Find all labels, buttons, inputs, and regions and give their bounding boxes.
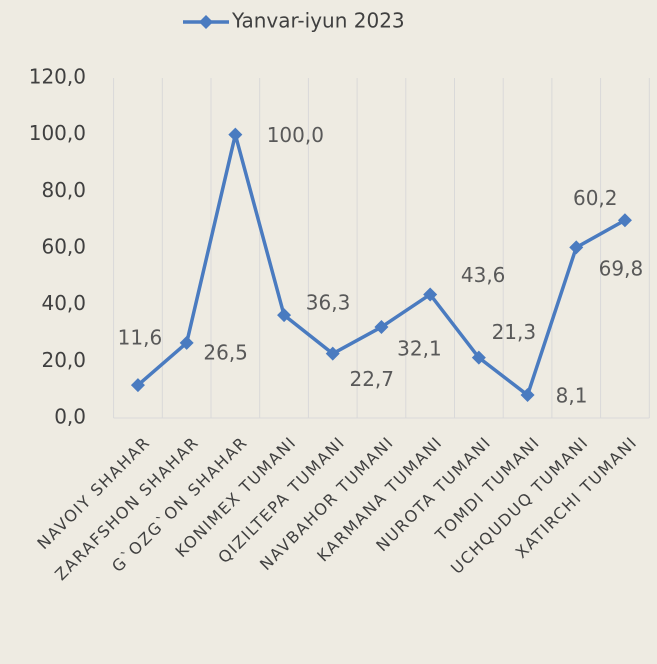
marker: [179, 335, 194, 350]
data-label: 100,0: [267, 123, 324, 147]
y-tick-label: 120,0: [29, 65, 86, 89]
data-label: 36,3: [306, 291, 351, 315]
marker: [228, 127, 243, 142]
marker: [520, 388, 535, 403]
legend-marker: [199, 15, 213, 29]
marker: [325, 346, 340, 361]
data-label: 26,5: [203, 340, 248, 364]
y-tick-label: 40,0: [41, 291, 86, 315]
marker: [423, 287, 438, 302]
marker: [471, 350, 486, 365]
y-tick-label: 20,0: [41, 348, 86, 372]
marker: [130, 378, 145, 393]
data-label: 21,3: [492, 320, 537, 344]
data-label: 11,6: [118, 326, 163, 350]
data-label: 43,6: [461, 263, 506, 287]
data-label: 8,1: [556, 384, 588, 408]
data-label: 60,2: [573, 186, 618, 210]
data-label: 22,7: [349, 367, 394, 391]
y-tick-label: 0,0: [54, 405, 86, 429]
marker: [277, 308, 292, 323]
data-label: 69,8: [599, 257, 644, 281]
y-tick-label: 60,0: [41, 235, 86, 259]
data-label: 32,1: [397, 337, 442, 361]
y-tick-label: 100,0: [29, 121, 86, 145]
marker: [569, 240, 584, 255]
marker: [374, 320, 389, 335]
legend-label: Yanvar-iyun 2023: [231, 9, 405, 33]
marker: [617, 213, 632, 228]
y-tick-label: 80,0: [41, 178, 86, 202]
